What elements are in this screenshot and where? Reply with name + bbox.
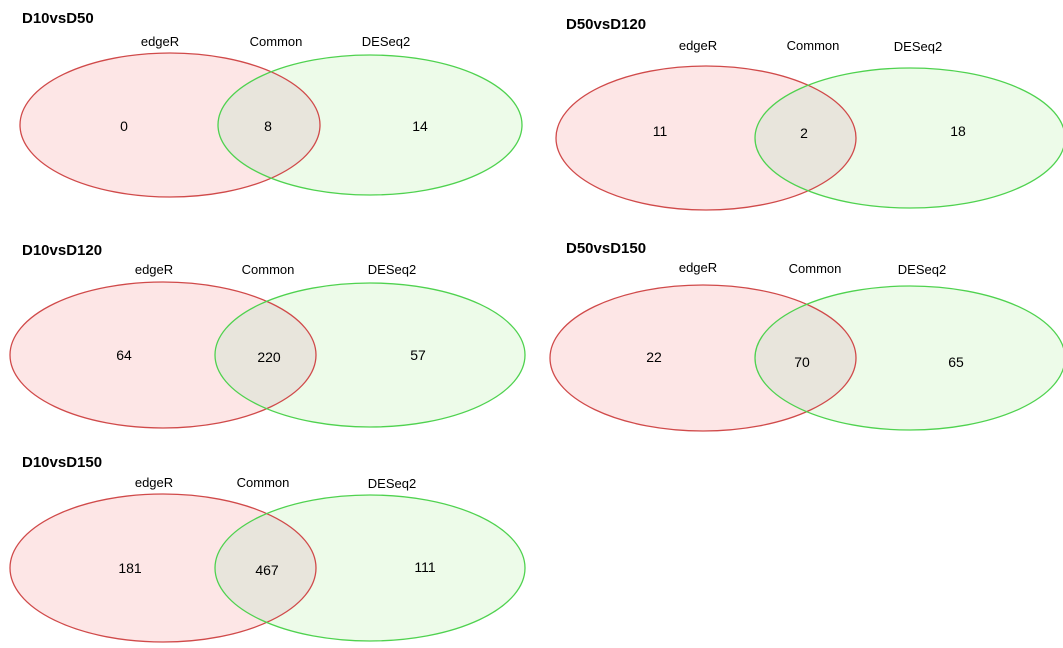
venn-panel-d10vsd50: D10vsD50 edgeR Common DESeq2 0 8 14 bbox=[19, 10, 523, 198]
edger-label: edgeR bbox=[135, 475, 173, 490]
edger-set-ellipse bbox=[9, 281, 317, 429]
venn-panel-d50vsd120: D50vsD120 edgeR Common DESeq2 11 2 18 bbox=[555, 16, 1063, 211]
deseq2-label: DESeq2 bbox=[898, 262, 946, 277]
edger-label: edgeR bbox=[135, 262, 173, 277]
deseq2-set-ellipse bbox=[754, 67, 1063, 209]
overlap-region bbox=[215, 495, 316, 641]
deseq2-set-ellipse bbox=[214, 494, 526, 642]
deseq2-label: DESeq2 bbox=[368, 476, 416, 491]
overlap-region bbox=[755, 68, 856, 208]
venn-title: D10vsD120 bbox=[22, 242, 102, 259]
deseq2-label: DESeq2 bbox=[368, 262, 416, 277]
venn-panel-d10vsd150: D10vsD150 edgeR Common DESeq2 181 467 111 bbox=[9, 454, 526, 643]
deseq2-only-count: 65 bbox=[948, 354, 964, 370]
common-label: Common bbox=[237, 475, 290, 490]
edger-set-ellipse bbox=[555, 65, 857, 211]
common-label: Common bbox=[789, 261, 842, 276]
deseq2-only-count: 18 bbox=[950, 123, 966, 139]
edger-set-ellipse bbox=[9, 493, 317, 643]
venn-panel-d50vsd150: D50vsD150 edgeR Common DESeq2 22 70 65 bbox=[549, 240, 1063, 432]
deseq2-label: DESeq2 bbox=[894, 39, 942, 54]
edger-only-count: 22 bbox=[646, 349, 662, 365]
deseq2-set-ellipse bbox=[754, 285, 1063, 431]
deseq2-only-count: 57 bbox=[410, 347, 426, 363]
edger-label: edgeR bbox=[679, 38, 717, 53]
deseq2-label: DESeq2 bbox=[362, 34, 410, 49]
edger-set-ellipse bbox=[549, 284, 857, 432]
venn-title: D10vsD50 bbox=[22, 10, 94, 27]
deseq2-only-count: 111 bbox=[414, 559, 435, 575]
common-count: 70 bbox=[794, 354, 810, 370]
common-count: 8 bbox=[264, 118, 272, 134]
common-label: Common bbox=[242, 262, 295, 277]
edger-only-count: 11 bbox=[653, 123, 668, 139]
common-count: 467 bbox=[255, 562, 279, 578]
deseq2-set-ellipse bbox=[217, 54, 523, 196]
common-count: 220 bbox=[257, 349, 281, 365]
venn-title: D50vsD150 bbox=[566, 240, 646, 257]
overlap-region bbox=[755, 286, 856, 430]
common-label: Common bbox=[250, 34, 303, 49]
edger-only-count: 64 bbox=[116, 347, 132, 363]
overlap-region bbox=[215, 283, 316, 427]
edger-set-ellipse bbox=[19, 52, 321, 198]
edger-only-count: 0 bbox=[120, 118, 128, 134]
venn-title: D10vsD150 bbox=[22, 454, 102, 471]
common-label: Common bbox=[787, 38, 840, 53]
venn-panel-d10vsd120: D10vsD120 edgeR Common DESeq2 64 220 57 bbox=[9, 242, 526, 429]
edger-label: edgeR bbox=[679, 260, 717, 275]
common-count: 2 bbox=[800, 125, 808, 141]
edger-only-count: 181 bbox=[118, 560, 142, 576]
overlap-region bbox=[218, 55, 320, 195]
deseq2-set-ellipse bbox=[214, 282, 526, 428]
edger-label: edgeR bbox=[141, 34, 179, 49]
deseq2-only-count: 14 bbox=[412, 118, 428, 134]
venn-title: D50vsD120 bbox=[566, 16, 646, 33]
